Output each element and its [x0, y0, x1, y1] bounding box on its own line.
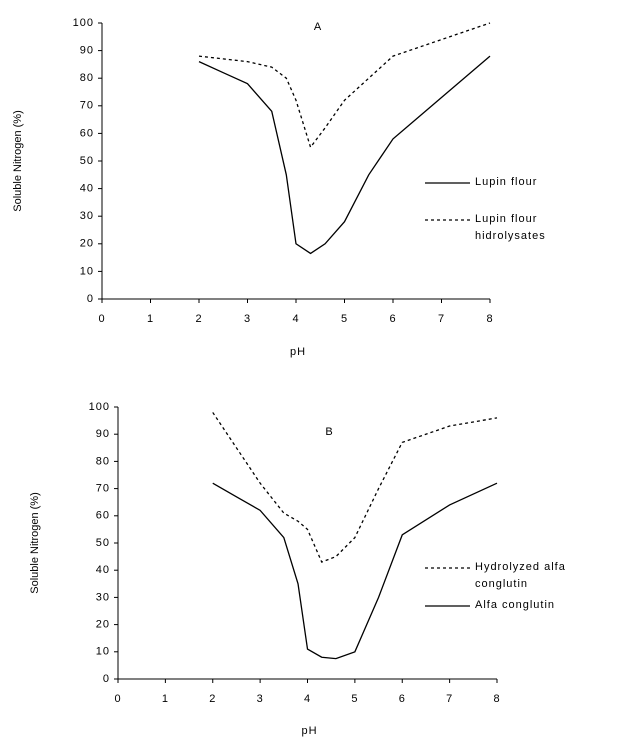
- x-tick-label: 0: [98, 313, 105, 325]
- y-tick-label: 20: [96, 619, 110, 631]
- y-tick-label: 70: [96, 483, 110, 495]
- data-line: [212, 482, 498, 660]
- y-tick-label: 80: [96, 455, 110, 467]
- y-tick-label: 60: [80, 127, 94, 139]
- y-tick-label: 90: [96, 428, 110, 440]
- x-tick-label: 8: [493, 693, 500, 705]
- x-tick-label: 3: [244, 313, 251, 325]
- y-tick-label: 90: [80, 45, 94, 57]
- y-tick-label: 80: [80, 72, 94, 84]
- y-tick-label: 40: [96, 564, 110, 576]
- data-line: [198, 22, 491, 149]
- y-tick-label: 60: [96, 510, 110, 522]
- x-tick-label: 4: [304, 693, 311, 705]
- x-tick-label: 6: [389, 313, 396, 325]
- legend-label: Lupin flour hidrolysates: [475, 213, 546, 242]
- legend-label: Lupin flour: [475, 176, 538, 188]
- y-tick-label: 30: [80, 210, 94, 222]
- y-tick-label: 10: [96, 646, 110, 658]
- data-line: [212, 412, 498, 563]
- x-tick-label: 4: [292, 313, 299, 325]
- x-tick-label: 1: [162, 693, 169, 705]
- data-line: [198, 55, 491, 255]
- x-axis-label: pH: [290, 346, 306, 358]
- y-tick-label: 100: [89, 401, 110, 413]
- x-tick-label: 0: [114, 693, 121, 705]
- x-tick-label: 2: [209, 693, 216, 705]
- y-tick-label: 20: [80, 238, 94, 250]
- y-tick-label: 100: [73, 17, 94, 29]
- y-tick-label: 40: [80, 183, 94, 195]
- x-tick-label: 1: [147, 313, 154, 325]
- x-axis-label: pH: [301, 725, 317, 737]
- y-tick-label: 50: [80, 155, 94, 167]
- chart-title: B: [325, 426, 333, 438]
- x-tick-label: 3: [257, 693, 264, 705]
- x-tick-label: 2: [195, 313, 202, 325]
- y-tick-label: 50: [96, 537, 110, 549]
- y-axis-label: Soluble Nitrogen (%): [29, 492, 41, 594]
- chart-title: A: [314, 21, 322, 33]
- y-tick-label: 30: [96, 591, 110, 603]
- x-tick-label: 7: [438, 313, 445, 325]
- x-tick-label: 5: [351, 693, 358, 705]
- y-tick-label: 70: [80, 100, 94, 112]
- x-tick-label: 8: [486, 313, 493, 325]
- x-tick-label: 7: [446, 693, 453, 705]
- legend-label: Alfa conglutin: [475, 599, 556, 611]
- y-tick-label: 0: [103, 673, 110, 685]
- x-tick-label: 6: [399, 693, 406, 705]
- x-tick-label: 5: [341, 313, 348, 325]
- legend-label: Hydrolyzed alfa conglutin: [475, 561, 566, 590]
- y-axis-label: Soluble Nitrogen (%): [12, 110, 24, 212]
- y-tick-label: 10: [80, 265, 94, 277]
- y-tick-label: 0: [87, 293, 94, 305]
